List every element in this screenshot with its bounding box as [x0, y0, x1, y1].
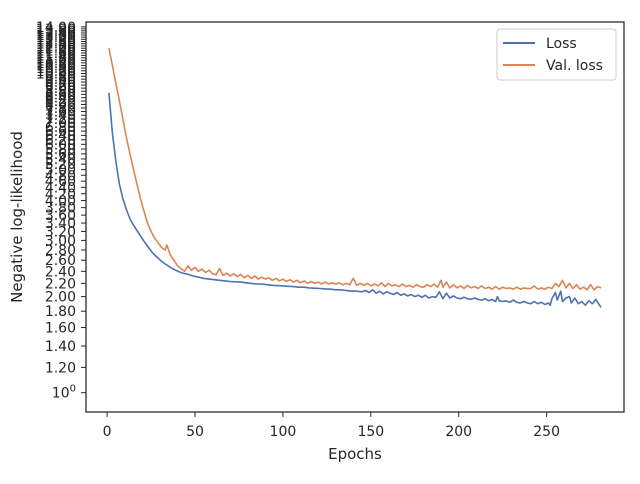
- x-tick-label: 50: [186, 424, 204, 440]
- y-tick-label: 8.00: [45, 97, 76, 113]
- x-axis-ticks: 0 50 100 150 200 250: [103, 412, 560, 440]
- legend-label-val-loss: Val. loss: [546, 58, 603, 74]
- y-tick-label: 11.60: [36, 46, 76, 62]
- y-tick-label: 2.00: [45, 290, 76, 306]
- y-tick-label: 7.40: [45, 108, 76, 124]
- y-tick-label: 9.60: [45, 72, 76, 88]
- y-tick-label: 100: [52, 384, 76, 402]
- y-tick-label: 3.20: [45, 224, 76, 240]
- y-tick-label: 5.20: [45, 157, 76, 173]
- y-tick-label: 9.80: [45, 69, 76, 85]
- y-tick-label: 3.80: [45, 201, 76, 217]
- y-tick-label: 5.80: [45, 142, 76, 158]
- y-tick-label: 1.60: [45, 321, 76, 337]
- y-tick-label: 8.80: [45, 84, 76, 100]
- series-layer: [108, 48, 602, 308]
- y-tick-label: 7.20: [45, 112, 76, 128]
- y-tick-label: 4.40: [45, 180, 76, 196]
- y-tick-label: 1.80: [45, 304, 76, 320]
- y-tick-label: 13.80: [36, 22, 76, 38]
- y-tick-label: 12.80: [36, 32, 76, 48]
- y-tick-label: 4.80: [45, 168, 76, 184]
- series-line-loss: [108, 92, 602, 308]
- y-tick-label: 7.60: [45, 105, 76, 121]
- y-axis-ticks: 1001.201.401.601.802.002.202.402.602.803…: [36, 20, 86, 402]
- legend: Loss Val. loss: [496, 28, 617, 81]
- y-tick-label: 13.40: [36, 26, 76, 42]
- y-tick-label: 12.60: [36, 34, 76, 50]
- y-tick-label: 2.20: [45, 276, 76, 292]
- x-axis-label: Epochs: [328, 445, 382, 463]
- series-line-val-loss: [108, 48, 602, 291]
- y-tick-label: 10.00: [36, 67, 76, 83]
- plot-frame: [85, 21, 625, 413]
- y-tick-label: 11.20: [36, 51, 76, 67]
- y-tick-label: 11.80: [36, 44, 76, 60]
- y-tick-label: 9.40: [45, 75, 76, 91]
- x-tick-label: 0: [103, 424, 112, 440]
- y-tick-label: 6.80: [45, 120, 76, 136]
- y-tick-label: 3.40: [45, 216, 76, 232]
- x-tick-label: 100: [270, 424, 297, 440]
- y-tick-label: 13.20: [36, 28, 76, 44]
- y-tick-label: 6.60: [45, 124, 76, 140]
- y-tick-label: 1.20: [45, 360, 76, 376]
- y-tick-label: 10.80: [36, 56, 76, 72]
- x-tick-label: 250: [533, 424, 560, 440]
- y-tick-label: 4.60: [45, 174, 76, 190]
- y-tick-label: 7.00: [45, 116, 76, 132]
- y-tick-label: 8.40: [45, 91, 76, 107]
- x-tick-label: 200: [445, 424, 472, 440]
- y-tick-label: 14.00: [36, 20, 76, 36]
- y-tick-label: 13.60: [36, 24, 76, 40]
- legend-box: [496, 28, 617, 81]
- y-tick-label: 4.20: [45, 187, 76, 203]
- y-tick-label: 1.40: [45, 339, 76, 355]
- y-tick-label: 5.00: [45, 163, 76, 179]
- y-tick-label: 8.20: [45, 94, 76, 110]
- legend-label-loss: Loss: [546, 36, 577, 52]
- y-tick-label: 7.80: [45, 101, 76, 117]
- y-tick-label: 4.00: [45, 194, 76, 210]
- y-tick-label: 3.60: [45, 208, 76, 224]
- y-tick-label: 9.20: [45, 78, 76, 94]
- x-tick-label: 150: [357, 424, 384, 440]
- y-tick-label: 2.60: [45, 253, 76, 269]
- y-tick-label: 13.00: [36, 30, 76, 46]
- y-tick-label: 9.00: [45, 81, 76, 97]
- y-tick-label: 11.40: [36, 48, 76, 64]
- y-tick-label: 10.20: [36, 64, 76, 80]
- y-tick-label: 8.60: [45, 87, 76, 103]
- y-tick-label: 2.40: [45, 264, 76, 280]
- y-tick-label: 5.60: [45, 147, 76, 163]
- y-tick-label: 12.00: [36, 41, 76, 57]
- y-tick-label: 6.20: [45, 133, 76, 149]
- y-axis-label: Negative log-likelihood: [8, 131, 26, 303]
- y-tick-label: 11.00: [36, 53, 76, 69]
- y-tick-label: 6.00: [45, 137, 76, 153]
- y-tick-label: 12.40: [36, 37, 76, 53]
- y-tick-label: 2.80: [45, 243, 76, 259]
- y-tick-label: 10.60: [36, 58, 76, 74]
- y-tick-label: 6.40: [45, 128, 76, 144]
- y-tick-label: 10.40: [36, 61, 76, 77]
- y-tick-label: 5.40: [45, 152, 76, 168]
- y-tick-label: 12.20: [36, 39, 76, 55]
- y-tick-label: 3.00: [45, 233, 76, 249]
